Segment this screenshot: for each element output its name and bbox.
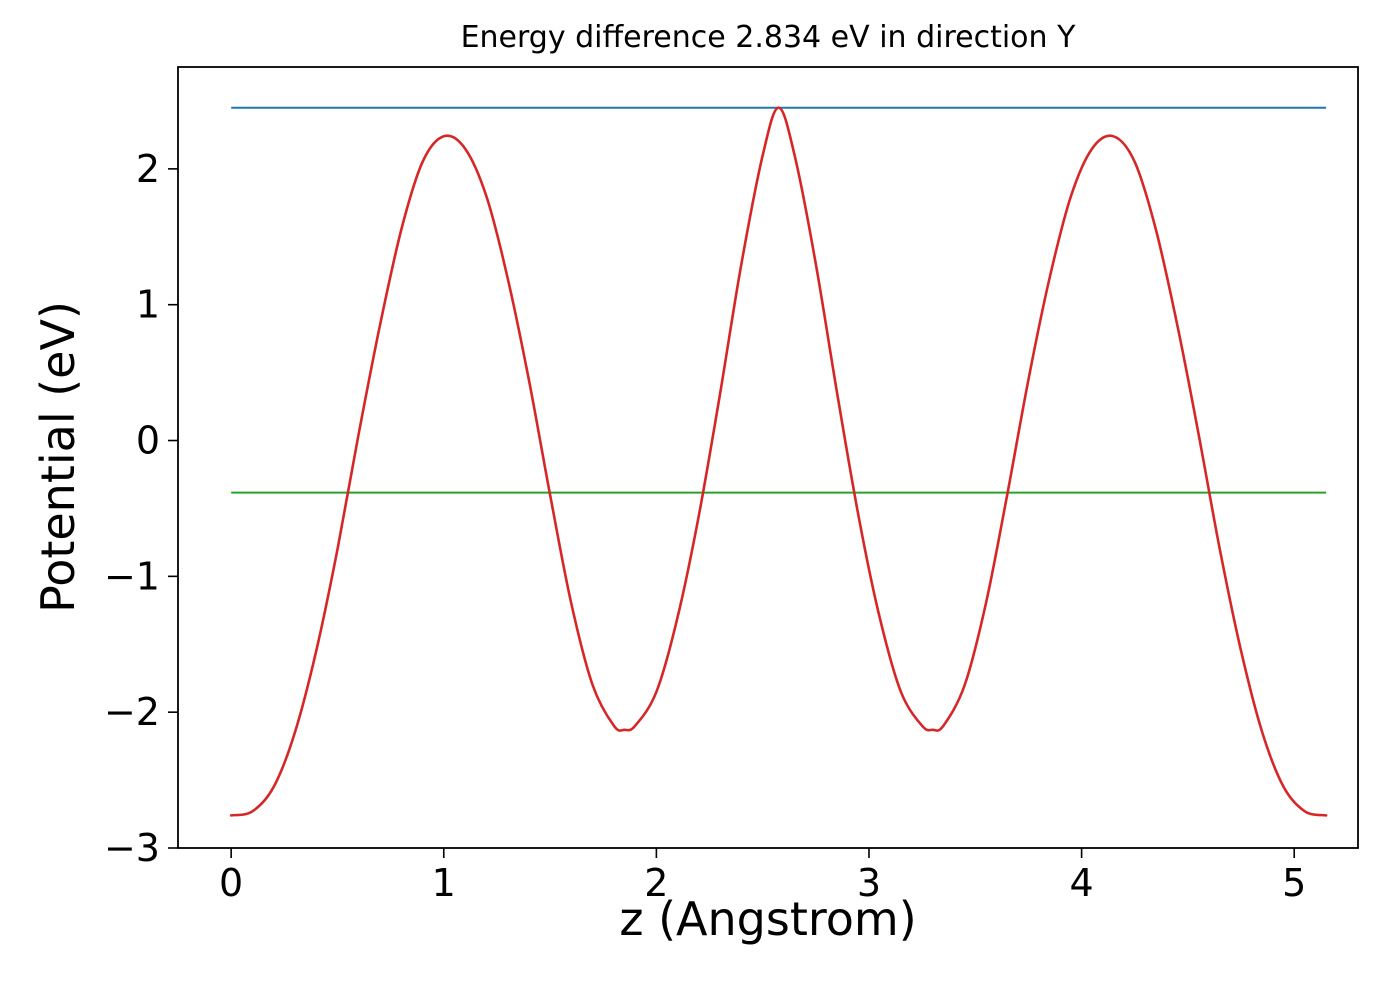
- y-tick-label: 2: [136, 147, 160, 191]
- y-tick-label: −3: [104, 826, 160, 870]
- x-tick-label: 1: [432, 861, 456, 905]
- axes-spines: [177, 66, 1359, 849]
- x-tick-label: 2: [644, 861, 668, 905]
- y-tick-label: −1: [104, 554, 160, 598]
- x-tick-label: 0: [219, 861, 243, 905]
- x-axis-label: z (Angstrom): [619, 892, 917, 946]
- y-tick-label: 0: [136, 419, 160, 463]
- potential-curve: [229, 106, 1328, 817]
- y-tick-label: −2: [104, 690, 160, 734]
- y-tick-label: 1: [136, 283, 160, 327]
- x-tick-label: 3: [857, 861, 881, 905]
- x-tick-label: 4: [1070, 861, 1094, 905]
- x-tick-label: 5: [1282, 861, 1306, 905]
- chart-title: Energy difference 2.834 eV in direction …: [460, 20, 1076, 55]
